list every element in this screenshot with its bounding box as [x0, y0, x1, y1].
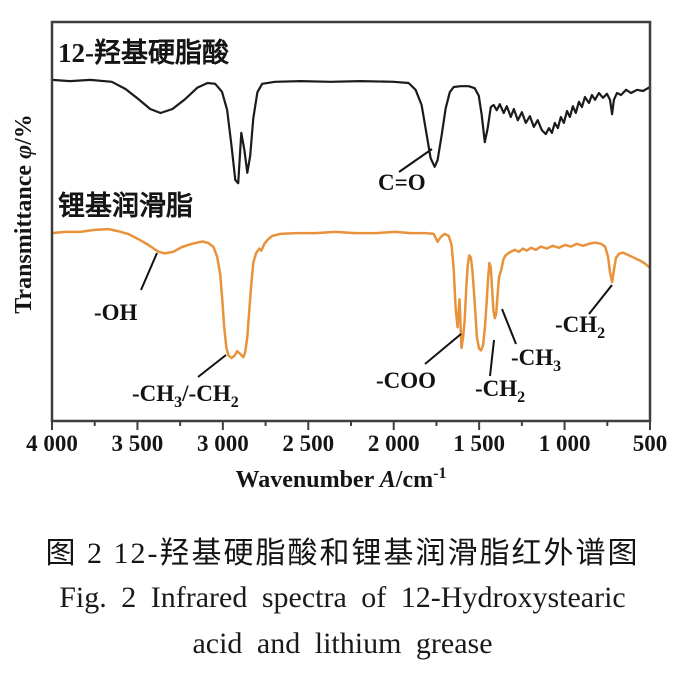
x-tick-label: 3 500: [112, 431, 164, 456]
annotation-label-ch2-right: -CH2: [555, 312, 605, 342]
annotation-label-ch2-mid: -CH2: [475, 376, 525, 406]
x-tick-label: 2 500: [282, 431, 334, 456]
annotation-label-ch3-ch2: -CH3/-CH2: [132, 381, 239, 411]
x-tick-label: 500: [633, 431, 668, 456]
annotation-label-oh: -OH: [94, 300, 138, 325]
x-tick-label: 1 000: [539, 431, 591, 456]
annotation-line-ch3: [501, 308, 517, 345]
annotation-line-oh: [140, 252, 158, 291]
figure-caption-en-line2: acid and lithium grease: [192, 627, 493, 660]
annotation-label-c-double-bond-o: C=O: [378, 170, 426, 195]
y-axis-title: Transmittance φ/%: [11, 114, 37, 314]
series-curve-lithium-grease: [50, 227, 652, 360]
x-tick-label: 2 000: [368, 431, 420, 456]
figure-caption-zh: 图 2 12-羟基硬脂酸和锂基润滑脂红外谱图: [45, 537, 640, 570]
x-tick-label: 4 000: [26, 431, 78, 456]
series-curve-hydroxystearic-acid: [50, 78, 652, 185]
annotation-line-ch2-mid: [489, 339, 495, 377]
figure-caption-en-line1: Fig. 2 Infrared spectra of 12-Hydroxyste…: [59, 581, 626, 614]
annotation-line-c-double-bond-o: [398, 148, 433, 173]
x-tick-label: 3 000: [197, 431, 249, 456]
series-label-lithium-grease: 锂基润滑脂: [58, 190, 193, 221]
x-tick-label: 1 500: [453, 431, 505, 456]
annotation-line-coo: [424, 333, 462, 365]
annotation-label-ch3: -CH3: [511, 345, 561, 375]
annotation-label-coo: -COO: [376, 368, 436, 393]
x-axis-title: Wavenumber A/cm-1: [236, 465, 447, 493]
series-label-hydroxystearic-acid: 12-羟基硬脂酸: [58, 37, 230, 68]
annotation-line-ch3-ch2: [197, 354, 227, 378]
annotation-line-ch2-right: [588, 284, 613, 315]
